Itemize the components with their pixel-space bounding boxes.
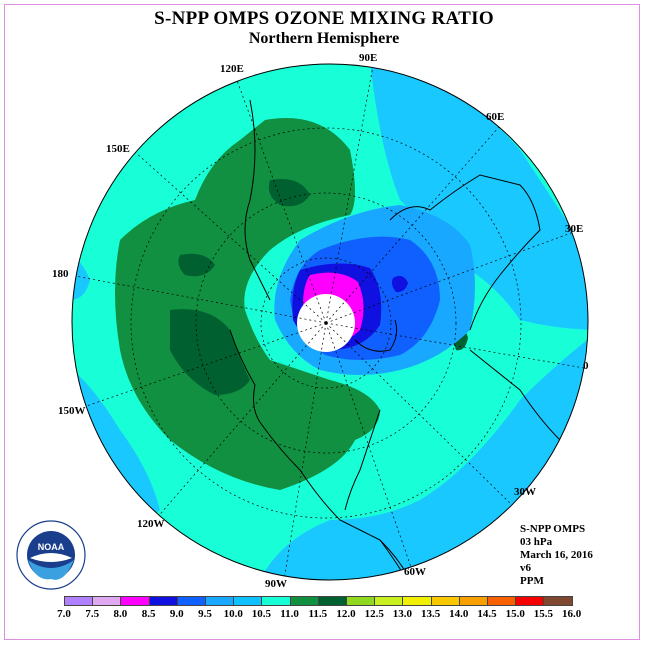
- colorbar-segment: [515, 596, 545, 606]
- colorbar-tick-label: 12.0: [336, 608, 356, 620]
- colorbar-tick-label: 14.5: [477, 608, 497, 620]
- coastlines: [229, 99, 561, 580]
- info-version: v6: [520, 562, 531, 574]
- colorbar-tick-label: 16.0: [561, 608, 582, 620]
- info-level: 03 hPa: [520, 536, 553, 548]
- colorbar-tick-label: 11.5: [308, 608, 328, 620]
- ozone-region-9-5: [370, 64, 588, 330]
- north-america-coast: [229, 329, 411, 580]
- lon-label-30e: 30E: [565, 223, 584, 235]
- colorbar-tick-label: 12.5: [364, 608, 384, 620]
- colorbar-tick-label: 15.0: [505, 608, 525, 620]
- colorbar-segment: [458, 596, 488, 606]
- colorbar-tick-label: 13.0: [392, 608, 413, 620]
- colorbar-tick-label: 7.0: [57, 608, 71, 620]
- colorbar-tick-label: 13.5: [420, 608, 441, 620]
- eurasia-coast: [389, 174, 541, 331]
- info-date: March 16, 2016: [520, 549, 593, 561]
- lon-label-150w: 150W: [58, 405, 86, 417]
- info-instrument: S-NPP OMPS: [520, 523, 586, 535]
- ozone-region-8-5-e: [392, 275, 408, 293]
- lon-label-60e: 60E: [486, 111, 505, 123]
- colorbar-tick-label: 10.5: [251, 608, 272, 620]
- colorbar-tick-label: 11.0: [280, 608, 299, 620]
- lon-label-0: 0: [583, 360, 589, 372]
- colorbar-segment: [346, 596, 376, 606]
- colorbar-tick-label: 14.0: [449, 608, 469, 620]
- lon-label-90w: 90W: [265, 578, 287, 590]
- figure-frame: [4, 4, 640, 640]
- lon-label-150e: 150E: [106, 143, 130, 155]
- colorbar-segment: [317, 596, 347, 606]
- colorbar-segment: [430, 596, 460, 606]
- colorbar-tick-label: 7.5: [85, 608, 100, 620]
- north-america-east-coast: [344, 409, 381, 511]
- colorbar-segment: [92, 596, 122, 606]
- colorbar-tick-label: 10.0: [223, 608, 243, 620]
- colorbar-tick-label: 9.0: [169, 608, 184, 620]
- colorbar-segment: [64, 596, 94, 606]
- product-info: S-NPP OMPS 03 hPa March 16, 2016 v6 PPM: [520, 523, 593, 588]
- greenland-coast: [354, 319, 398, 352]
- colorbar-tick-label: 15.5: [533, 608, 554, 620]
- info-units: PPM: [520, 575, 544, 587]
- colorbar-segment: [487, 596, 517, 606]
- noaa-logo: NOAA: [16, 520, 86, 590]
- colorbar-segment: [120, 596, 150, 606]
- asia-coast: [244, 99, 271, 301]
- lon-label-60w: 60W: [404, 566, 426, 578]
- colorbar-tick-label: 8.5: [141, 608, 156, 620]
- map-subtitle: Northern Hemisphere: [248, 30, 400, 47]
- colorbar-segment: [148, 596, 178, 606]
- lon-label-30w: 30W: [514, 486, 536, 498]
- colorbar-tick-label: 9.5: [198, 608, 212, 620]
- ozone-region-11-5-w: [178, 253, 215, 277]
- map-title: S-NPP OMPS OZONE MIXING RATIO: [154, 8, 494, 29]
- colorbar-segment: [289, 596, 319, 606]
- colorbar-tick-label: 8.0: [113, 608, 128, 620]
- colorbar-segment: [261, 596, 291, 606]
- lat-lon-grid: [72, 65, 585, 580]
- colorbar-segment: [205, 596, 235, 606]
- colorbar-segment: [176, 596, 206, 606]
- map-boundary: [71, 63, 589, 581]
- ozone-region-11-5-n: [268, 179, 310, 207]
- svg-text:NOAA: NOAA: [38, 542, 65, 552]
- colorbar-segment: [543, 596, 573, 606]
- lon-label-120w: 120W: [137, 518, 165, 530]
- africa-coast: [469, 349, 561, 441]
- colorbar-segment: [374, 596, 404, 606]
- lon-label-90e: 90E: [359, 52, 378, 64]
- colorbar-segment: [402, 596, 432, 606]
- colorbar-segment: [233, 596, 263, 606]
- lon-label-120e: 120E: [220, 63, 244, 75]
- lon-label-180: 180: [52, 268, 69, 280]
